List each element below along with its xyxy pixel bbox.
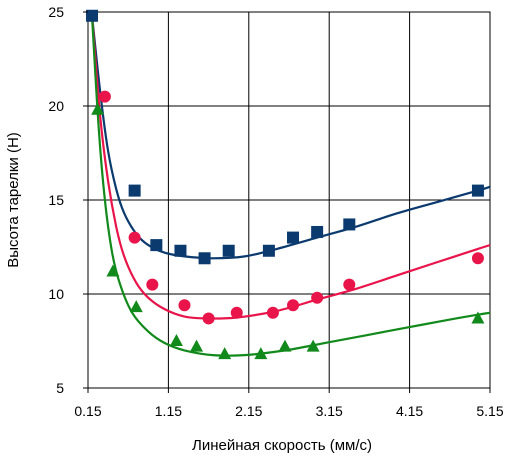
series-0-point-2 (150, 239, 163, 252)
series-2-point-9 (471, 311, 485, 324)
x-tick-label: 3.15 (316, 403, 343, 419)
x-tick-label: 4.15 (396, 403, 423, 419)
series-0-point-6 (262, 244, 275, 257)
series-1-point-3 (178, 299, 191, 312)
series-1-point-8 (311, 291, 324, 304)
series-1-point-6 (266, 306, 279, 319)
x-axis-label: Линейная скорость (мм/с) (192, 437, 372, 454)
series-0-point-7 (287, 231, 300, 244)
x-tick-label: 0.15 (74, 403, 101, 419)
series-0-point-4 (198, 252, 211, 265)
series-2-point-0 (91, 102, 105, 115)
fit-curves (90, 15, 491, 357)
y-tick-label: 20 (48, 98, 64, 114)
series-2-point-2 (129, 300, 143, 313)
y-tick-label: 10 (48, 286, 64, 302)
y-tick-label: 15 (48, 192, 64, 208)
series-1-point-1 (128, 231, 141, 244)
y-tick-label: 5 (56, 380, 64, 396)
series-1-point-4 (202, 312, 215, 325)
series-0-point-9 (343, 218, 356, 231)
series-0-point-0 (86, 9, 99, 22)
x-tick-label: 2.15 (235, 403, 262, 419)
data-markers (86, 9, 485, 360)
series-2-point-8 (306, 339, 320, 352)
x-tick-label: 1.15 (155, 403, 182, 419)
series-1-point-5 (230, 306, 243, 319)
series-0-point-5 (222, 244, 235, 257)
series-0-point-8 (311, 225, 324, 238)
y-axis-label: Высота тарелки (Н) (5, 132, 22, 268)
series-2-point-3 (169, 334, 183, 346)
series-1-point-7 (287, 299, 300, 312)
series-0-point-3 (174, 244, 187, 257)
series-1-point-9 (343, 278, 356, 291)
series-1-point-2 (146, 278, 159, 291)
series-0-point-10 (471, 184, 484, 197)
x-axis-ticks: 0.15 1.15 2.15 3.15 4.15 5.15 (74, 388, 504, 419)
series-0-curve (90, 15, 491, 260)
x-tick-label: 5.15 (476, 403, 503, 419)
y-tick-label: 25 (48, 4, 64, 20)
series-2-point-6 (254, 347, 268, 360)
series-1-curve (90, 15, 491, 320)
series-2-point-5 (218, 347, 232, 360)
y-axis-ticks: 5 10 15 20 25 (48, 4, 88, 396)
series-2-point-4 (190, 339, 204, 352)
series-0-point-1 (128, 184, 141, 197)
series-1-point-10 (471, 252, 484, 265)
series-2-point-7 (278, 339, 292, 352)
series-2-point-1 (106, 264, 120, 277)
series-1-point-0 (98, 90, 111, 103)
series-2-curve (90, 15, 491, 357)
